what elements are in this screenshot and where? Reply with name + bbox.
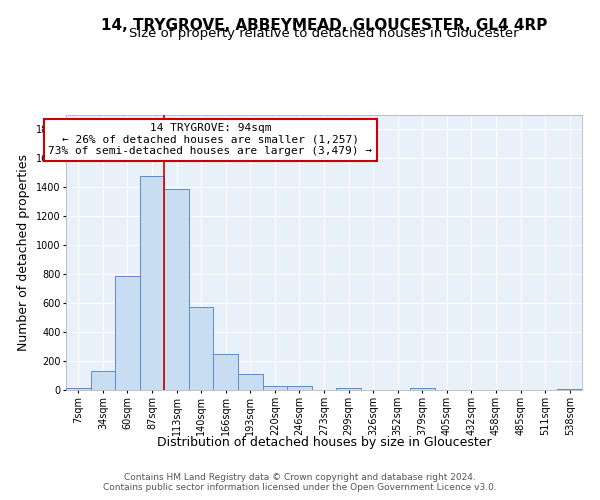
Bar bbox=[263, 386, 287, 390]
Bar bbox=[410, 388, 434, 390]
Bar bbox=[287, 386, 312, 390]
Text: Contains public sector information licensed under the Open Government Licence v3: Contains public sector information licen… bbox=[103, 483, 497, 492]
Bar bbox=[115, 276, 140, 390]
Bar bbox=[336, 388, 361, 390]
Text: Contains HM Land Registry data © Crown copyright and database right 2024.: Contains HM Land Registry data © Crown c… bbox=[124, 473, 476, 482]
Text: 14, TRYGROVE, ABBEYMEAD, GLOUCESTER, GL4 4RP: 14, TRYGROVE, ABBEYMEAD, GLOUCESTER, GL4… bbox=[101, 18, 547, 32]
Bar bbox=[91, 371, 115, 390]
Bar bbox=[189, 307, 214, 390]
Bar bbox=[66, 388, 91, 390]
Text: 14 TRYGROVE: 94sqm
← 26% of detached houses are smaller (1,257)
73% of semi-deta: 14 TRYGROVE: 94sqm ← 26% of detached hou… bbox=[49, 123, 373, 156]
Bar bbox=[214, 354, 238, 390]
Text: Size of property relative to detached houses in Gloucester: Size of property relative to detached ho… bbox=[129, 28, 519, 40]
Bar bbox=[238, 374, 263, 390]
Bar bbox=[140, 176, 164, 390]
Y-axis label: Number of detached properties: Number of detached properties bbox=[17, 154, 30, 351]
Bar bbox=[164, 189, 189, 390]
Text: Distribution of detached houses by size in Gloucester: Distribution of detached houses by size … bbox=[157, 436, 491, 449]
